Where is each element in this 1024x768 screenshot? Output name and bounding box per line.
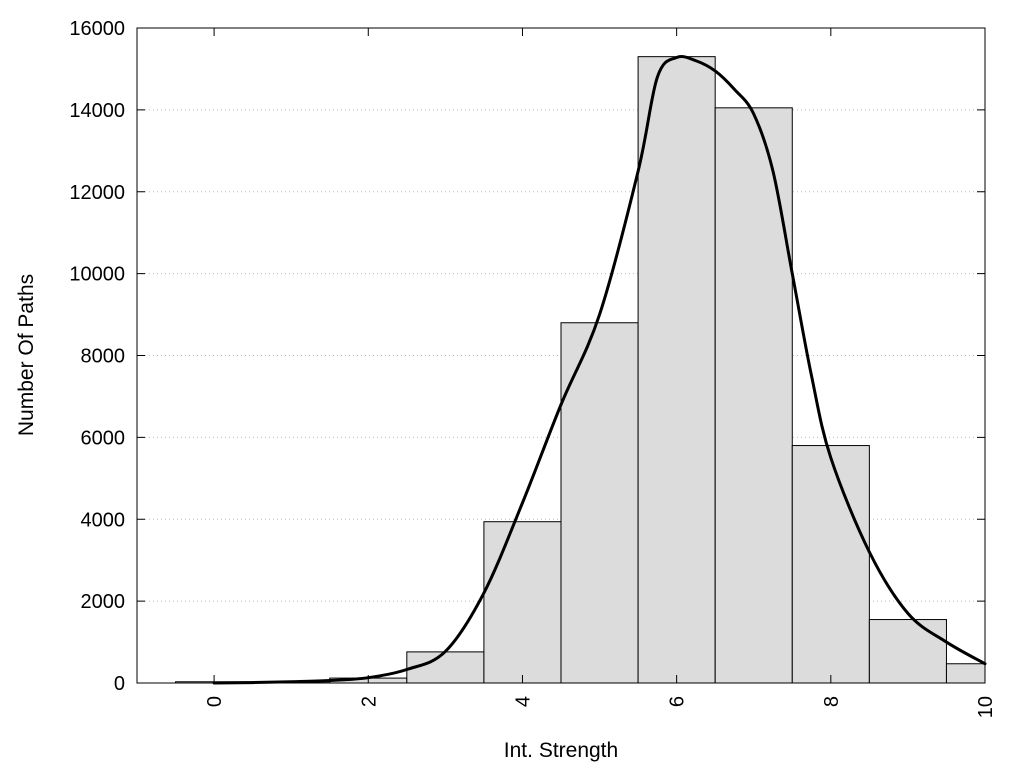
y-axis-title: Number Of Paths	[15, 274, 38, 436]
y-tick-label-14000: 14000	[69, 100, 125, 122]
bar-7	[714, 107, 793, 684]
bar-9	[868, 619, 947, 684]
bar-10	[945, 663, 986, 684]
y-tick-label-4000: 4000	[81, 509, 126, 531]
bar-6	[637, 56, 716, 684]
x-tick-label-10: 10	[975, 696, 997, 718]
density-curve-group	[212, 55, 987, 685]
bar-5	[560, 322, 639, 684]
y-tick-label-12000: 12000	[69, 182, 125, 204]
y-tick-label-10000: 10000	[69, 264, 125, 286]
x-tick-label-4: 4	[512, 696, 534, 707]
y-tick-label-2000: 2000	[81, 591, 126, 613]
density-curve	[212, 55, 987, 685]
histogram-bars	[175, 56, 986, 684]
bar-4	[483, 521, 562, 684]
y-tick-label-0: 0	[114, 673, 125, 695]
x-tick-label-2: 2	[358, 696, 380, 707]
y-tick-label-6000: 6000	[81, 427, 126, 449]
axis-ticks: 0 2000 4000 6000 8000 10000 12000 14000 16000 0 2 4…	[69, 18, 997, 718]
y-tick-label-8000: 8000	[81, 346, 126, 368]
bar-8	[791, 445, 870, 684]
y-tick-label-16000: 16000	[69, 18, 125, 40]
x-tick-label-8: 8	[821, 696, 843, 707]
x-tick-label-0: 0	[204, 696, 226, 707]
x-tick-label-6: 6	[667, 696, 689, 707]
x-axis-title: Int. Strength	[504, 739, 618, 762]
